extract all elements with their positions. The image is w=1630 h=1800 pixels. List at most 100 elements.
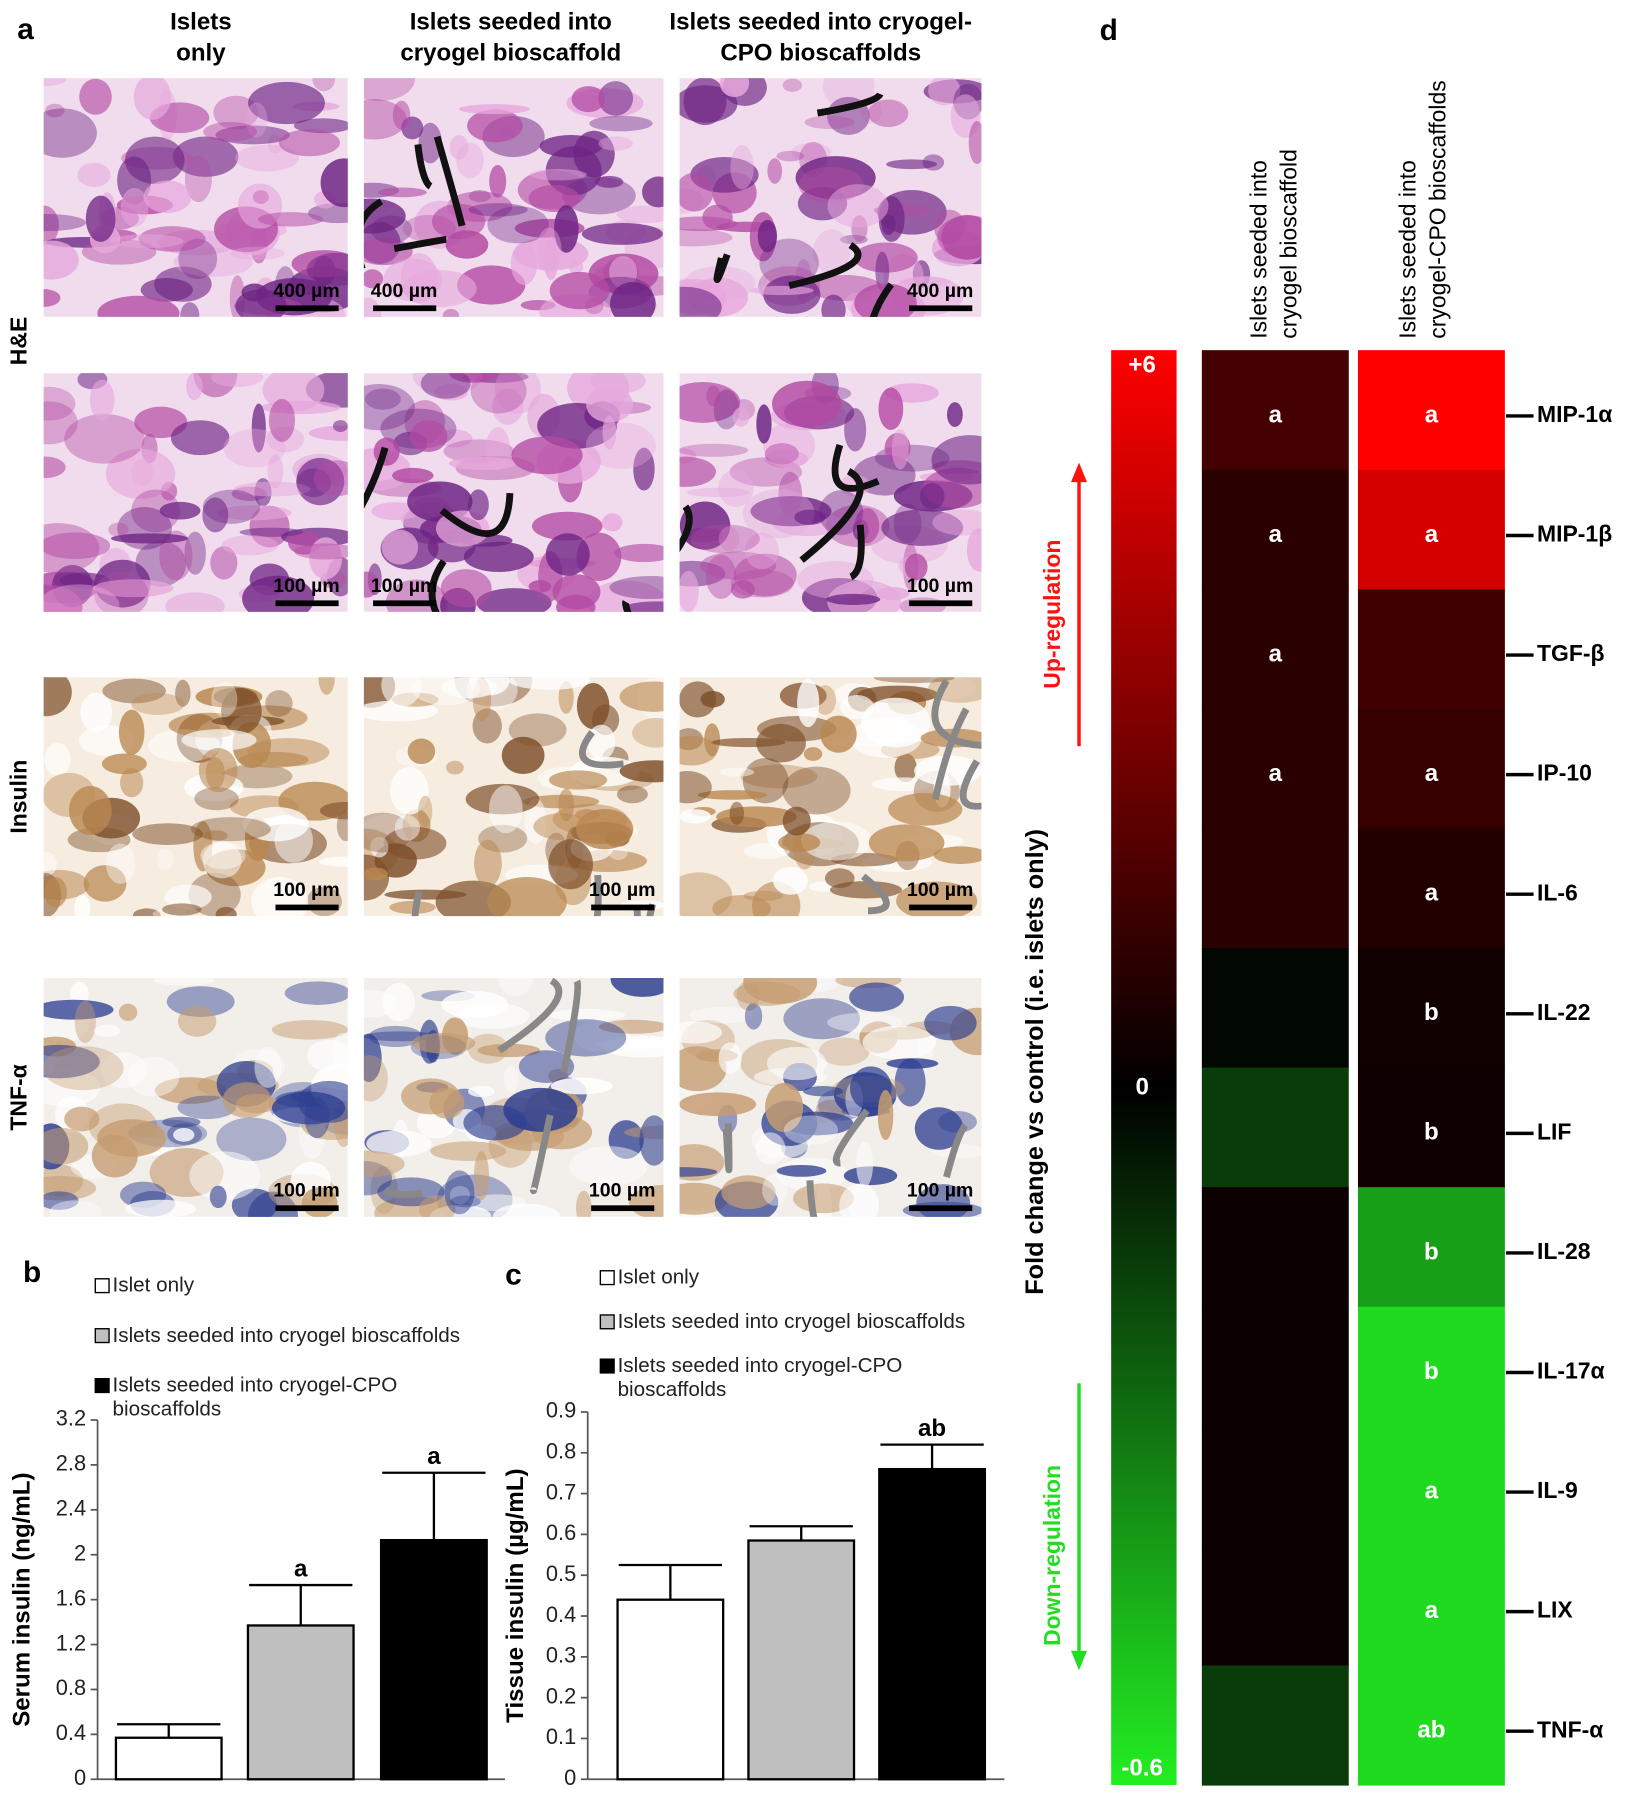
- tissue: [215, 125, 291, 145]
- tissue: [105, 843, 136, 884]
- y-tick-label: 0.6: [546, 1520, 576, 1545]
- tissue: [173, 1128, 195, 1142]
- tissue: [928, 78, 961, 106]
- bar: [114, 1736, 223, 1781]
- tissue: [529, 169, 587, 181]
- tissue: [159, 501, 201, 520]
- micrograph-texture: [363, 677, 664, 917]
- heatmap-cell: [1357, 469, 1505, 590]
- scaffold: [393, 236, 447, 253]
- tissue: [248, 81, 325, 125]
- tissue: [881, 509, 964, 546]
- tissue: [465, 783, 540, 815]
- tissue: [893, 503, 922, 544]
- tissue: [730, 145, 754, 190]
- tissue: [131, 489, 181, 533]
- tissue: [755, 1132, 786, 1165]
- significance-letter: b: [1424, 999, 1439, 1026]
- tissue: [80, 692, 113, 733]
- tissue: [477, 1043, 541, 1058]
- tissue: [221, 687, 262, 735]
- tissue: [448, 456, 517, 471]
- y-tick-label: 0.5: [546, 1561, 576, 1586]
- tissue: [442, 308, 460, 317]
- tissue: [430, 1141, 507, 1161]
- tissue: [43, 401, 78, 445]
- tissue: [706, 385, 721, 407]
- tissue: [239, 527, 304, 537]
- tissue: [131, 458, 154, 486]
- tissue: [598, 81, 634, 116]
- tissue: [609, 846, 628, 860]
- tissue: [679, 1167, 718, 1177]
- tissue: [306, 252, 348, 286]
- scale-bar-label: 100 µm: [273, 879, 340, 901]
- tissue: [164, 884, 212, 910]
- tissue: [922, 154, 945, 171]
- tissue: [632, 717, 664, 748]
- tissue: [440, 569, 492, 608]
- micrograph: [43, 978, 348, 1217]
- bar: [246, 1624, 355, 1781]
- tissue: [93, 579, 174, 598]
- tissue: [278, 129, 340, 157]
- tissue: [274, 817, 313, 863]
- tissue: [313, 460, 348, 497]
- y-tick-label: 0.1: [546, 1724, 576, 1749]
- tissue: [172, 136, 239, 177]
- row-label: IL-28: [1537, 1238, 1591, 1264]
- tissue: [450, 1195, 481, 1208]
- tissue: [235, 144, 300, 172]
- tissue: [924, 1005, 977, 1041]
- row-label: LIX: [1537, 1597, 1573, 1623]
- tissue: [679, 735, 717, 766]
- legend-text: Islets seeded into cryogel-CPO bioscaffo…: [112, 1372, 398, 1420]
- y-axis-label: Tissue insulin (µg/mL): [502, 1468, 529, 1722]
- tissue: [762, 1173, 788, 1206]
- micrograph: [679, 677, 982, 917]
- tissue: [771, 380, 842, 428]
- tissue: [827, 184, 889, 228]
- y-tick-label: 0: [74, 1765, 86, 1790]
- tissue: [782, 766, 851, 815]
- tissue: [782, 78, 803, 92]
- tissue: [886, 1058, 939, 1069]
- micrograph: [363, 677, 664, 917]
- tissue: [919, 483, 945, 510]
- tissue: [849, 982, 905, 1012]
- tissue: [543, 236, 559, 281]
- micrograph: [679, 978, 982, 1217]
- tissue: [679, 172, 714, 212]
- tissue: [824, 868, 855, 889]
- tissue: [472, 708, 502, 744]
- legend-entry: Islet only: [112, 1273, 194, 1296]
- tissue: [783, 998, 860, 1040]
- legend-text: Islets seeded into cryogel-CPO bioscaffo…: [617, 1353, 903, 1401]
- tissue: [598, 136, 633, 151]
- micrograph-texture: [363, 373, 664, 612]
- tissue: [720, 767, 755, 777]
- legend-entry: Islets seeded into cryogel-CPO bioscaffo…: [112, 1372, 398, 1420]
- tissue: [449, 373, 497, 383]
- tissue: [131, 693, 185, 715]
- tissue: [518, 1050, 575, 1084]
- tissue: [390, 766, 429, 815]
- heatmap-cell: [1357, 948, 1505, 1069]
- tissue: [91, 1134, 138, 1178]
- scaffold: [593, 874, 602, 917]
- tissue: [783, 1115, 838, 1145]
- tissue: [871, 777, 934, 791]
- tissue: [132, 908, 161, 917]
- bar: [878, 1467, 987, 1781]
- tissue: [418, 795, 433, 828]
- heatmap-cell: [1357, 1665, 1505, 1786]
- column-header: CPO bioscaffolds: [720, 39, 921, 66]
- panel-label: a: [17, 13, 34, 46]
- scaffold: [832, 1108, 870, 1167]
- tissue: [177, 1095, 237, 1120]
- tissue: [886, 159, 937, 170]
- tissue: [794, 509, 826, 525]
- tissue: [43, 1191, 79, 1210]
- tissue: [763, 423, 816, 468]
- scale-bar: [275, 904, 339, 911]
